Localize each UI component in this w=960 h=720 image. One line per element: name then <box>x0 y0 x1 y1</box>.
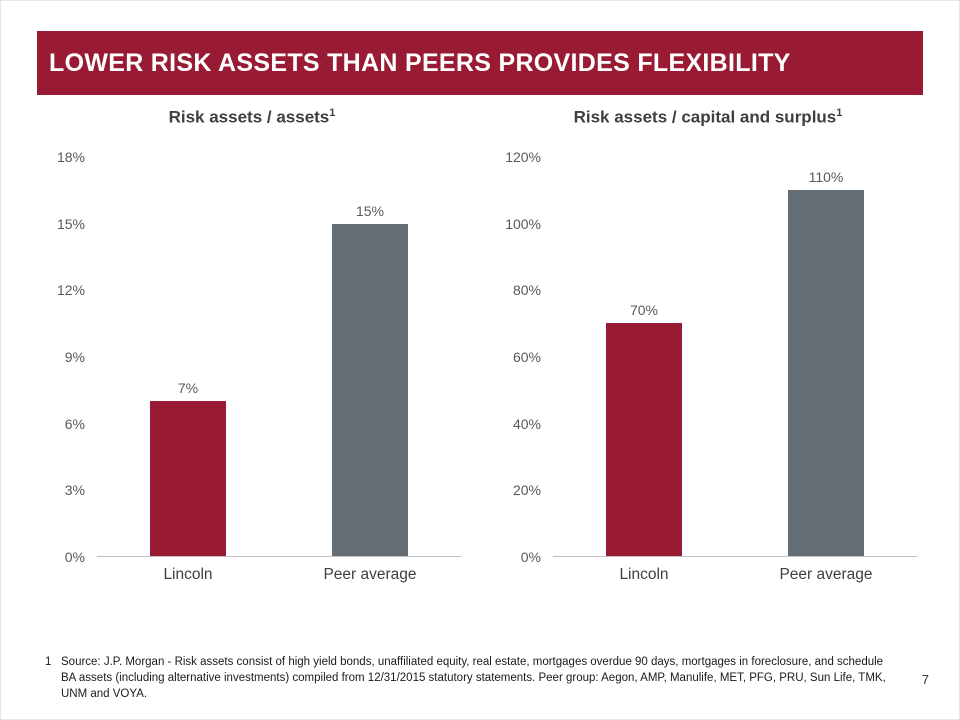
category-label-peer-average: Peer average <box>779 566 873 583</box>
page-number: 7 <box>921 672 929 687</box>
y-tick-label: 120% <box>505 149 541 165</box>
y-tick-label: 40% <box>512 415 541 432</box>
y-tick-label: 15% <box>56 215 85 232</box>
chart-risk-assets-to-capital-surplus: Risk assets / capital and surplus1 120% 1… <box>499 107 917 584</box>
plot-wrap: 120% 100% 80% 60% 40% 20% 0% 70% 110% <box>499 149 917 565</box>
y-tick-label: 12% <box>56 282 85 299</box>
bar-group-peer-average: 15% <box>279 157 461 556</box>
footnote-ref: 1 <box>329 107 336 119</box>
chart-title: Risk assets / capital and surplus1 <box>499 107 917 141</box>
plot-area: 70% 110% <box>553 157 917 557</box>
bar-value-label: 110% <box>808 169 844 186</box>
y-tick-label: 80% <box>512 282 541 299</box>
chart-title-text: Risk assets / capital and surplus <box>573 107 837 127</box>
plot-wrap: 18% 15% 12% 9% 6% 3% 0% 7% 15% <box>43 149 461 565</box>
bar-group-lincoln: 7% <box>97 157 279 556</box>
bar-lincoln <box>150 400 226 556</box>
bar-group-peer-average: 110% <box>735 157 917 556</box>
y-tick-label: 20% <box>512 482 541 499</box>
y-tick-label: 18% <box>56 149 85 165</box>
y-tick-label: 3% <box>64 482 85 499</box>
bar-value-label: 70% <box>629 302 659 319</box>
chart-risk-assets-to-assets: Risk assets / assets1 18% 15% 12% 9% 6% 3% 0% … <box>43 107 461 584</box>
y-axis: 18% 15% 12% 9% 6% 3% 0% <box>43 149 97 565</box>
bar-peer-average <box>788 190 864 556</box>
charts-area: Risk assets / assets1 18% 15% 12% 9% 6% 3% 0% … <box>43 107 917 584</box>
bar-value-label: 15% <box>355 202 385 219</box>
y-tick-label: 9% <box>64 349 85 365</box>
footnote-ref: 1 <box>836 107 843 119</box>
plot-area: 7% 15% <box>97 157 461 557</box>
y-tick-label: 6% <box>64 415 85 432</box>
category-label-peer-average: Peer average <box>323 566 417 583</box>
bar-lincoln <box>606 323 682 556</box>
category-row: Lincoln Peer average <box>97 557 461 584</box>
y-tick-label: 60% <box>512 349 541 365</box>
y-tick-label: 100% <box>505 215 541 232</box>
y-axis: 120% 100% 80% 60% 40% 20% 0% <box>499 149 553 565</box>
slide-title: LOWER RISK ASSETS THAN PEERS PROVIDES FL… <box>49 48 791 77</box>
category-row: Lincoln Peer average <box>553 557 917 584</box>
bar-value-label: 7% <box>177 379 199 396</box>
chart-title-text: Risk assets / assets <box>168 107 330 127</box>
footnote-marker: 1 <box>45 656 52 669</box>
y-tick-label: 0% <box>64 549 85 565</box>
y-tick-label: 0% <box>520 549 541 565</box>
category-label-lincoln: Lincoln <box>163 566 213 583</box>
footnote-text: Source: J.P. Morgan - Risk assets consis… <box>61 656 886 701</box>
bar-peer-average <box>332 223 408 556</box>
footnote: 1 Source: J.P. Morgan - Risk assets cons… <box>45 655 891 703</box>
header-bar: LOWER RISK ASSETS THAN PEERS PROVIDES FL… <box>37 31 923 95</box>
bar-group-lincoln: 70% <box>553 157 735 556</box>
category-label-lincoln: Lincoln <box>619 566 669 583</box>
chart-title: Risk assets / assets1 <box>43 107 461 141</box>
